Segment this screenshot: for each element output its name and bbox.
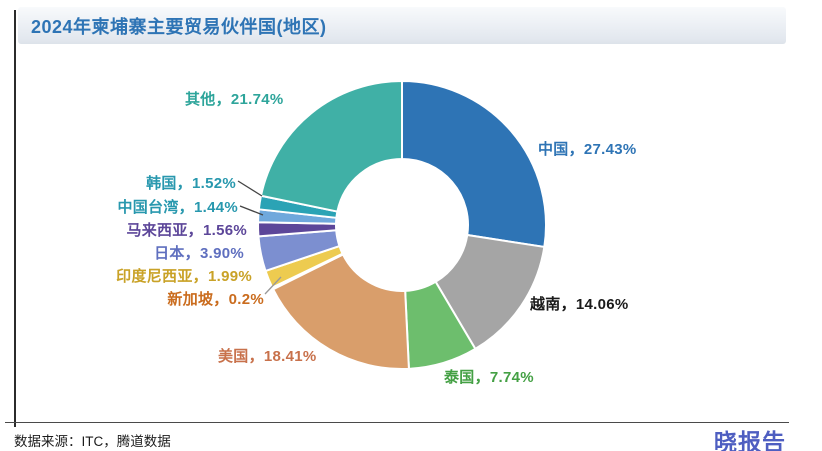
leader-line-新加坡: [264, 276, 282, 295]
slice-中国: [401, 80, 547, 248]
slice-label-中国台湾: 中国台湾，1.44%: [117, 199, 238, 216]
slice-label-中国: 中国，27.43%: [538, 141, 637, 158]
donut-chart-svg: [237, 80, 547, 370]
slice-label-美国: 美国，18.41%: [218, 348, 317, 365]
slice-label-新加坡: 新加坡，0.2%: [167, 291, 264, 308]
slice-label-韩国: 韩国，1.52%: [146, 175, 236, 192]
leader-line-韩国: [237, 180, 263, 197]
data-source-note: 数据来源：ITC，腾道数据: [14, 434, 171, 449]
page-bottom-border: [5, 422, 789, 423]
chart-title: 2024年柬埔寨主要贸易伙伴国(地区): [31, 16, 327, 37]
slice-label-越南: 越南，14.06%: [530, 296, 629, 313]
donut-chart: 中国，27.43% 越南，14.06% 泰国，7.74% 美国，18.41% 新加坡，0…: [0, 44, 822, 414]
page-left-border: [14, 10, 16, 427]
slice-label-日本: 日本，3.90%: [154, 245, 244, 262]
leader-line-中国台湾: [239, 205, 264, 216]
slice-label-马来西亚: 马来西亚，1.56%: [126, 222, 247, 239]
slice-label-其他: 其他，21.74%: [185, 91, 284, 108]
chart-title-bar: 2024年柬埔寨主要贸易伙伴国(地区): [18, 7, 786, 44]
slice-其他: [260, 80, 403, 213]
brand-logo: 晓报告: [714, 429, 786, 451]
slice-美国: [272, 253, 410, 370]
slice-label-印度尼西亚: 印度尼西亚，1.99%: [116, 268, 252, 285]
slice-label-泰国: 泰国，7.74%: [444, 369, 534, 386]
